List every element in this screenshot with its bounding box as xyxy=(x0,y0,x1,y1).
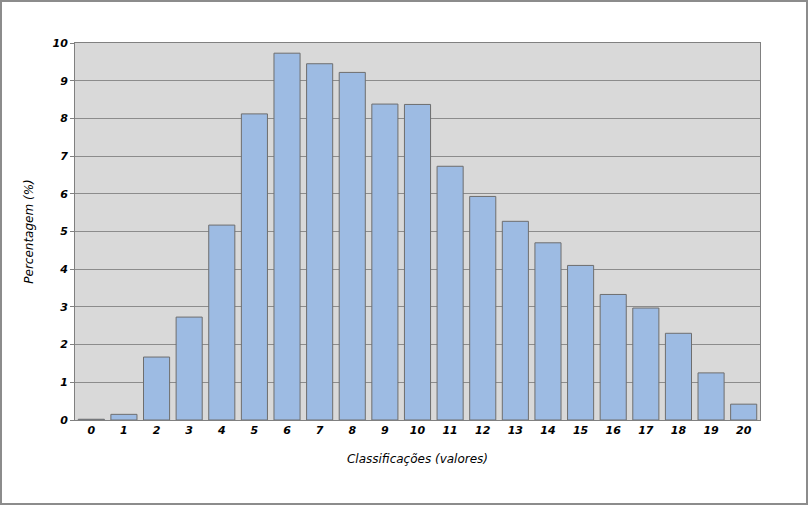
svg-text:2: 2 xyxy=(153,424,161,437)
svg-text:4: 4 xyxy=(59,263,68,276)
svg-text:7: 7 xyxy=(316,424,324,437)
svg-text:18: 18 xyxy=(671,424,687,437)
svg-text:7: 7 xyxy=(60,150,68,163)
svg-text:0: 0 xyxy=(87,424,95,437)
svg-text:13: 13 xyxy=(508,424,524,437)
svg-text:20: 20 xyxy=(736,424,752,437)
svg-text:5: 5 xyxy=(60,225,68,238)
svg-text:12: 12 xyxy=(475,424,491,437)
svg-text:14: 14 xyxy=(540,424,555,437)
svg-text:8: 8 xyxy=(348,424,356,437)
svg-text:6: 6 xyxy=(283,424,291,437)
svg-text:3: 3 xyxy=(60,301,68,314)
svg-text:4: 4 xyxy=(217,424,226,437)
svg-text:Percentagem (%): Percentagem (%) xyxy=(22,179,36,283)
svg-text:8: 8 xyxy=(60,112,68,125)
svg-text:15: 15 xyxy=(573,424,589,437)
svg-text:1: 1 xyxy=(120,424,128,437)
svg-text:17: 17 xyxy=(638,424,654,437)
svg-text:1: 1 xyxy=(60,376,68,389)
svg-text:6: 6 xyxy=(60,188,68,201)
svg-text:10: 10 xyxy=(410,424,426,437)
svg-text:19: 19 xyxy=(703,424,719,437)
svg-text:0: 0 xyxy=(60,414,68,427)
svg-text:2: 2 xyxy=(60,338,68,351)
svg-text:11: 11 xyxy=(442,424,457,437)
svg-text:10: 10 xyxy=(52,37,68,50)
svg-text:5: 5 xyxy=(251,424,259,437)
svg-text:Classificações (valores): Classificações (valores) xyxy=(347,452,488,466)
svg-text:3: 3 xyxy=(185,424,193,437)
svg-text:9: 9 xyxy=(60,75,68,88)
svg-text:9: 9 xyxy=(381,424,389,437)
svg-text:16: 16 xyxy=(606,424,622,437)
